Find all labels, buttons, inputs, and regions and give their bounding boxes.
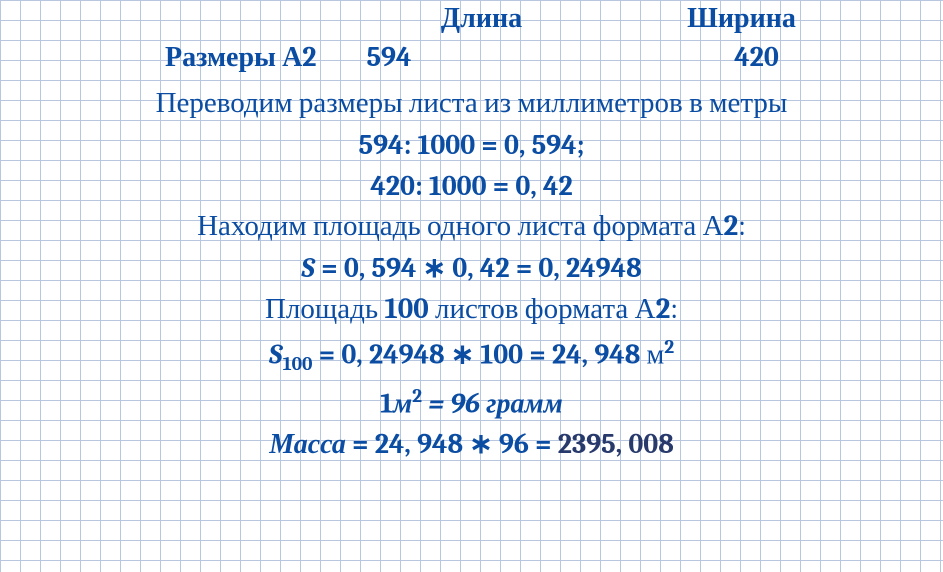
eq5-rest: = 96 грамм [422,387,563,419]
eq6-label: Масса [269,428,346,460]
eq5-pre: 1 [380,387,393,419]
convert-text: Переводим размеры листа из миллиметров в… [0,88,943,120]
equation-2: 420: 1000 = 0, 42 [0,171,943,202]
area100-mid: 100 [384,293,428,326]
eq5-sup: 2 [412,384,422,407]
math-worksheet: Длина Ширина Размеры А2 594 420 Переводи… [0,0,943,459]
equation-3: S = 0, 594 ∗ 0, 42 = 0, 24948 [0,253,943,284]
eq4-s: S [269,338,283,370]
sizes-length: 594 [337,41,627,74]
eq4-mid: = 0, 24948 ∗ 100 = 24, 948 [312,338,646,370]
eq6-mid: = 24, 948 ∗ 96 = [346,428,558,460]
area-one-bold: 2 [724,210,739,243]
equation-6: Масса = 24, 948 ∗ 96 = 2395, 008 [0,429,943,460]
col-length-header: Длина [352,2,612,35]
area-100-text: Площадь 100 листов формата А2: [0,294,943,326]
area100-post1: листов формата А [429,293,656,326]
equation-5: 1м2 = 96 грамм [0,385,943,419]
empty-cell [72,2,352,35]
eq5-m: м [393,387,412,419]
sizes-width: 420 [627,41,887,74]
eq6-result: 2395, 008 [558,428,674,460]
area100-bold2: 2 [656,293,671,326]
area100-pre: Площадь [265,293,384,326]
eq4-sub: 100 [283,352,313,375]
eq3-s: S [301,252,315,284]
area-one-pre: Находим площадь одного листа формата А [197,210,723,243]
equation-4: S100 = 0, 24948 ∗ 100 = 24, 948 м2 [0,336,943,374]
area-one-text: Находим площадь одного листа формата А2: [0,211,943,243]
sizes-row: Размеры А2 594 420 [0,41,943,74]
eq4-m: м [646,338,664,370]
table-header-row: Длина Ширина [0,2,943,35]
col-width-header: Ширина [612,2,872,35]
sizes-label: Размеры А2 [57,41,337,74]
eq3-rest: = 0, 594 ∗ 0, 42 = 0, 24948 [315,252,642,284]
area100-post2: : [670,293,678,326]
area-one-post: : [738,210,746,243]
eq4-sup: 2 [664,335,674,358]
equation-1: 594: 1000 = 0, 594; [0,130,943,161]
